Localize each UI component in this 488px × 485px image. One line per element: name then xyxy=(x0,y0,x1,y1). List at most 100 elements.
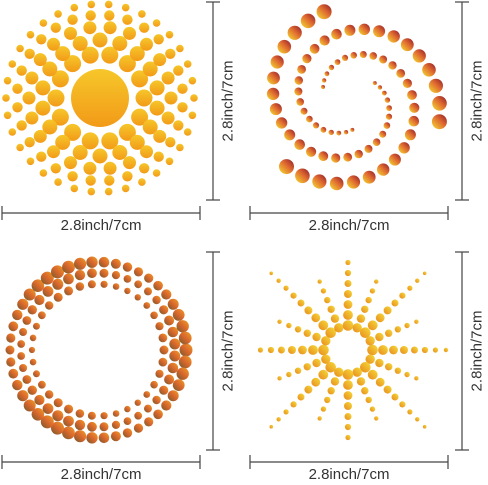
stencil-dot xyxy=(400,346,408,354)
stencil-dot xyxy=(169,350,181,362)
stencil-dot xyxy=(379,130,387,138)
stencil-dot xyxy=(312,174,327,189)
stencil-dot xyxy=(364,144,373,153)
stencil-dot xyxy=(375,358,384,368)
stencil-dot xyxy=(72,145,88,160)
stencil-dot xyxy=(153,129,167,143)
stencil-dot xyxy=(8,128,17,136)
stencil-dot xyxy=(354,149,363,159)
stencil-dot xyxy=(92,148,108,164)
stencil-dot xyxy=(86,256,98,268)
stencil-dot xyxy=(352,323,362,333)
stencil-dot xyxy=(118,55,136,73)
stencil-dot xyxy=(155,322,164,331)
stencil-dot xyxy=(138,178,146,186)
stencil-dot xyxy=(133,423,144,433)
stencil-dot xyxy=(290,292,297,299)
stencil-dot xyxy=(159,385,169,395)
stencil-dot xyxy=(188,76,197,85)
stencil-dot xyxy=(356,314,366,323)
stencil-dot xyxy=(350,127,355,132)
stencil-dot xyxy=(365,396,372,404)
stencil-dot xyxy=(159,345,169,355)
stencil-dot xyxy=(176,44,184,53)
stencil-dot xyxy=(360,362,371,373)
stencil-dot xyxy=(161,111,175,125)
stencil-dot xyxy=(152,19,161,27)
stencil-dot xyxy=(12,102,23,113)
stencil-dot xyxy=(149,80,165,96)
stencil-dot xyxy=(112,410,120,417)
stencil-dot xyxy=(2,94,10,102)
stencil-dot xyxy=(133,267,144,277)
stencil-dot xyxy=(85,10,96,21)
stencil-dot xyxy=(153,151,164,162)
stencil-dot xyxy=(16,143,24,152)
stencil-dot xyxy=(150,380,158,389)
stencil-dot xyxy=(394,326,402,333)
stencil-dot xyxy=(143,391,151,398)
stencil-dot xyxy=(67,171,78,182)
stencil-dot xyxy=(177,83,188,94)
stencil-dot xyxy=(369,406,376,412)
stencil-dot xyxy=(321,85,325,89)
stencil-dot xyxy=(100,412,108,420)
stencil-dot xyxy=(294,367,302,374)
stencil-dot xyxy=(74,430,87,443)
stencil-dot xyxy=(402,78,412,88)
stencil-dot xyxy=(165,157,174,166)
stencil-dot xyxy=(329,176,344,191)
stencil-dot xyxy=(334,367,344,377)
stencil-dot xyxy=(51,70,69,88)
stencil-dot xyxy=(317,279,322,284)
stencil-dot xyxy=(50,22,61,33)
stencil-dot xyxy=(23,399,36,412)
stencil-dot xyxy=(38,311,46,320)
stencil-dot xyxy=(17,298,29,310)
stencil-dot xyxy=(277,319,282,324)
stencil-dot xyxy=(139,22,150,33)
stencil-dot xyxy=(34,394,45,406)
stencil-dot xyxy=(6,357,16,367)
stencil-dot xyxy=(165,48,176,59)
stencil-dot xyxy=(269,424,274,429)
stencil-dot xyxy=(383,122,391,129)
stencil-dot xyxy=(31,279,45,293)
stencil-dot xyxy=(42,61,58,77)
stencil-dot xyxy=(297,393,305,401)
stencil-dot xyxy=(362,170,376,184)
stencil-dot xyxy=(123,417,132,425)
stencil-dot xyxy=(343,391,353,400)
stencil-dot xyxy=(345,434,351,441)
stencil-dot xyxy=(350,52,358,59)
height-label-sun-burst: 2.8inch/7cm xyxy=(219,60,237,142)
stencil-dot xyxy=(101,132,119,150)
stencil-dot xyxy=(324,71,330,77)
stencil-dot xyxy=(87,268,97,279)
stencil-dot xyxy=(389,345,398,355)
stencil-dot xyxy=(83,161,97,175)
stencil-dot xyxy=(294,87,303,96)
stencil-dot xyxy=(278,346,285,354)
stencil-dot xyxy=(344,24,356,36)
stencil-dot xyxy=(343,300,353,309)
stencil-dot xyxy=(52,278,64,290)
width-label-ring: 2.8inch/7cm xyxy=(60,466,142,483)
stencil-dot xyxy=(290,401,297,408)
stencil-dot xyxy=(276,278,281,283)
stencil-dot xyxy=(16,120,27,131)
height-label-spiral: 2.8inch/7cm xyxy=(468,60,486,142)
stencil-dot xyxy=(103,21,117,35)
stencil-dot xyxy=(385,329,393,337)
stencil-dot xyxy=(275,117,288,129)
stencil-dot xyxy=(190,94,198,102)
stencil-dot xyxy=(422,63,436,77)
stencil-dot xyxy=(343,380,353,390)
stencil-dot xyxy=(303,329,311,337)
stencil-dot xyxy=(379,55,388,64)
stencil-dot xyxy=(173,120,184,131)
stencil-dot xyxy=(283,409,289,415)
stencil-dot xyxy=(391,393,399,401)
stencil-dot xyxy=(381,90,387,96)
stencil-dot xyxy=(34,294,45,306)
